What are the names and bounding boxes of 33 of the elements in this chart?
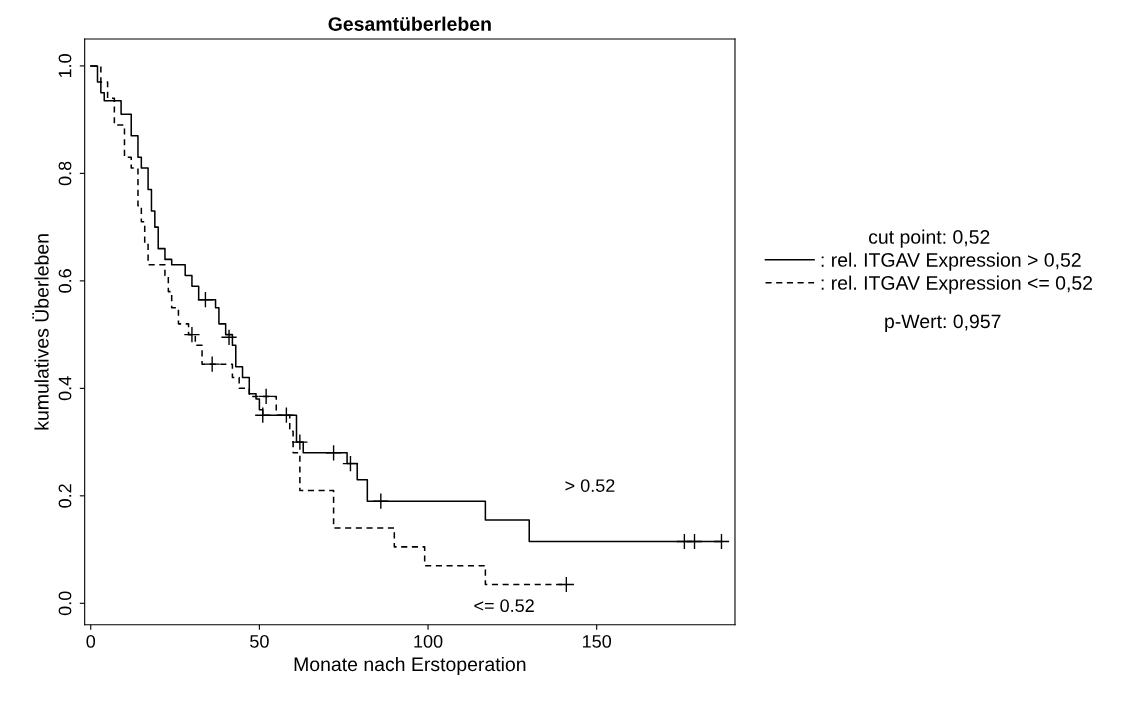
point (325, 444, 342, 462)
legend-title: cut point: 0,52 (868, 229, 990, 248)
point (291, 433, 309, 451)
x-axis-title: Monate nach Erstoperation (294, 656, 526, 676)
legend-label: : rel. ITGAV Expression > 0,52 (821, 252, 1081, 271)
y-tick-label: 0.0 (58, 591, 72, 616)
x-tick-label: 50 (250, 635, 269, 648)
y-tick-label: 1.0 (58, 54, 72, 78)
y-tick-label: 0.2 (58, 484, 72, 508)
point (686, 533, 703, 550)
annotation: <= 0.52 (474, 599, 534, 613)
x-tick-label: 150 (583, 635, 612, 648)
point (342, 455, 359, 472)
chart-title: Gesamtüberleben (328, 16, 491, 31)
y-tick-label: 0.8 (58, 161, 72, 186)
annotation: > 0.52 (565, 479, 615, 492)
point (713, 533, 730, 550)
y-tick-label: 0.4 (58, 376, 72, 401)
point (220, 328, 238, 346)
y-axis-title: kumulatives Überleben (32, 234, 49, 430)
point (183, 326, 201, 343)
x-tick-label: 0 (86, 635, 96, 648)
point (257, 388, 275, 405)
point (278, 406, 295, 424)
point (197, 291, 214, 308)
text: p-Wert: 0,957 (885, 314, 1001, 333)
y-tick-label: 0.6 (58, 269, 72, 293)
point (203, 355, 221, 373)
x-tick-label: 100 (414, 635, 443, 648)
point (558, 576, 575, 593)
point (372, 492, 390, 510)
point (254, 406, 272, 424)
legend-label: : rel. ITGAV Expression <= 0,52 (821, 275, 1093, 294)
